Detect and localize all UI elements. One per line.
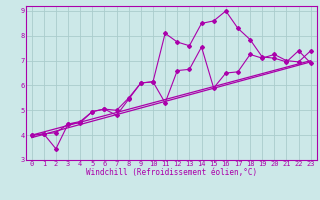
X-axis label: Windchill (Refroidissement éolien,°C): Windchill (Refroidissement éolien,°C) — [86, 168, 257, 177]
